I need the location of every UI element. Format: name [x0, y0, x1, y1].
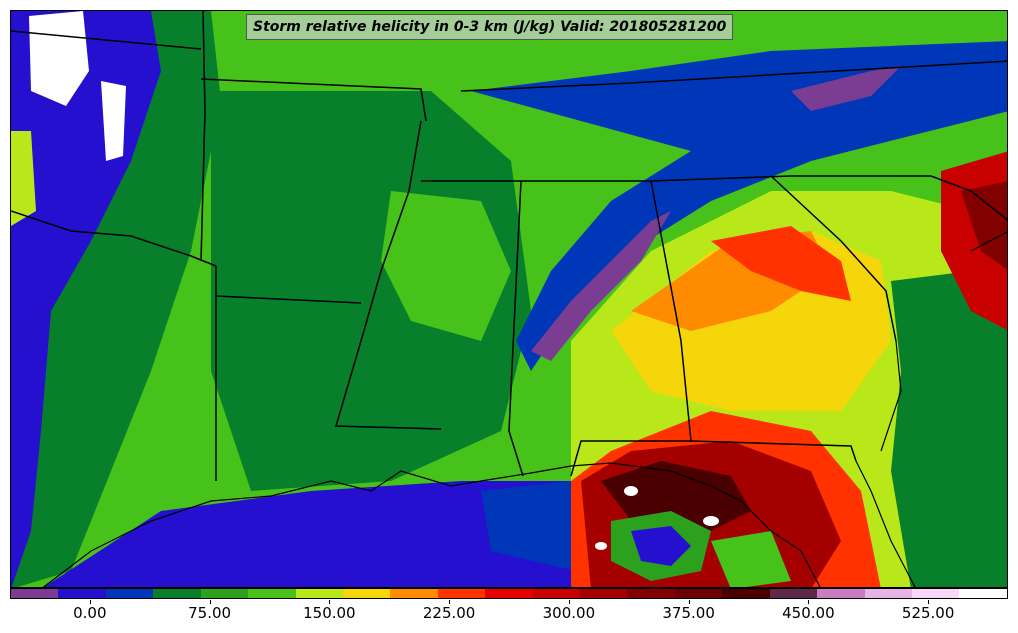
state-borders: [11, 11, 1007, 481]
colorbar-segment: [485, 589, 533, 598]
field-ne-purple: [791, 66, 901, 111]
colorbar-segment: [437, 589, 486, 598]
colorbar-segment: [580, 589, 628, 598]
colorbar-segment: [627, 589, 675, 598]
border-georgia-sc: [770, 175, 897, 342]
border-mississippi-river: [335, 120, 442, 430]
border-tennessee-south: [421, 175, 931, 182]
field-storm-green-east: [711, 531, 791, 587]
field-storm-core: [601, 461, 751, 531]
helicity-map: [10, 10, 1008, 588]
field-carolina-darkred: [961, 181, 1007, 270]
map-title: Storm relative helicity in 0-3 km (J/kg)…: [246, 14, 734, 40]
colorbar-segment: [342, 589, 391, 598]
colorbar-segment: [295, 589, 343, 598]
colorbar-segment: [722, 589, 770, 598]
field-atlantic-green: [891, 271, 1007, 587]
border-nc-sc: [930, 175, 1007, 221]
field-storm-white-2: [703, 516, 719, 526]
colorbar-tick-label: 375.00: [662, 604, 715, 622]
border-mississippi-alabama: [508, 180, 524, 477]
colorbar-tick: [568, 600, 570, 604]
field-storm-white-1: [624, 486, 638, 496]
colorbar-segment: [248, 589, 296, 598]
colorbar-segment: [11, 589, 59, 598]
field-central-light: [381, 191, 511, 341]
colorbar-tick-label: 150.00: [303, 604, 356, 622]
georgia-coast: [880, 340, 902, 452]
colorbar-ticks: 0.00 75.00 150.00 225.00 300.00 375.00 450.00 5…: [10, 600, 1008, 630]
colorbar-segment: [769, 589, 818, 598]
border-kentucky-north: [460, 60, 1007, 92]
map-canvas: [11, 11, 1007, 587]
colorbar-segment: [200, 589, 249, 598]
field-gulf-blue: [44, 481, 581, 587]
colorbar-segment: [674, 589, 723, 598]
border-red-river: [11, 210, 217, 267]
field-west-yellowgreen: [11, 131, 36, 226]
colorbar-segment: [532, 589, 581, 598]
field-appalachian-blue: [471, 41, 1007, 371]
field-central-green: [211, 91, 531, 491]
gulf-coastline: [42, 462, 821, 587]
colorbar-tick-label: 225.00: [422, 604, 476, 622]
field-gulf-darkblue: [481, 481, 576, 571]
coastlines: [42, 231, 1007, 587]
colorbar-segment: [390, 589, 438, 598]
colorbar-tick-label: 300.00: [542, 604, 596, 622]
colorbar-tick: [808, 600, 810, 604]
colorbar-tick: [89, 600, 91, 604]
field-west-blue: [11, 311, 51, 587]
field-nw-white-2: [101, 81, 126, 161]
field-storm-eye-blue: [631, 526, 691, 566]
field-storm-white-3: [595, 542, 607, 550]
colorbar-segment: [105, 589, 154, 598]
carolina-coast: [970, 231, 1007, 252]
border-missouri-south: [200, 78, 427, 122]
field-se-red: [711, 226, 851, 301]
colorbar-tick: [449, 600, 451, 604]
border-arkansas-louisiana: [215, 295, 362, 304]
colorbar-segment: [959, 589, 1007, 598]
colorbar-tick-label: 0.00: [73, 604, 107, 622]
field-appalachian-purple: [531, 211, 671, 361]
colorbar-segment: [817, 589, 865, 598]
colorbar-segment: [912, 589, 960, 598]
border-oklahoma-east: [200, 11, 206, 262]
colorbar-segment: [864, 589, 913, 598]
colorbar-tick-label: 525.00: [901, 604, 955, 622]
colorbar-tick-label: 450.00: [782, 604, 835, 622]
colorbar-tick: [928, 600, 930, 604]
colorbar-tick-label: 75.00: [188, 604, 232, 622]
colorbar-tick: [209, 600, 211, 604]
colorbar-segment: [58, 589, 106, 598]
colorbar-tick: [688, 600, 690, 604]
border-georgia-florida: [690, 440, 857, 462]
border-ne-kansas: [11, 30, 202, 50]
colorbar: [10, 588, 1008, 599]
colorbar-tick: [329, 600, 331, 604]
colorbar-segment: [153, 589, 201, 598]
florida-east-coast: [855, 460, 916, 587]
